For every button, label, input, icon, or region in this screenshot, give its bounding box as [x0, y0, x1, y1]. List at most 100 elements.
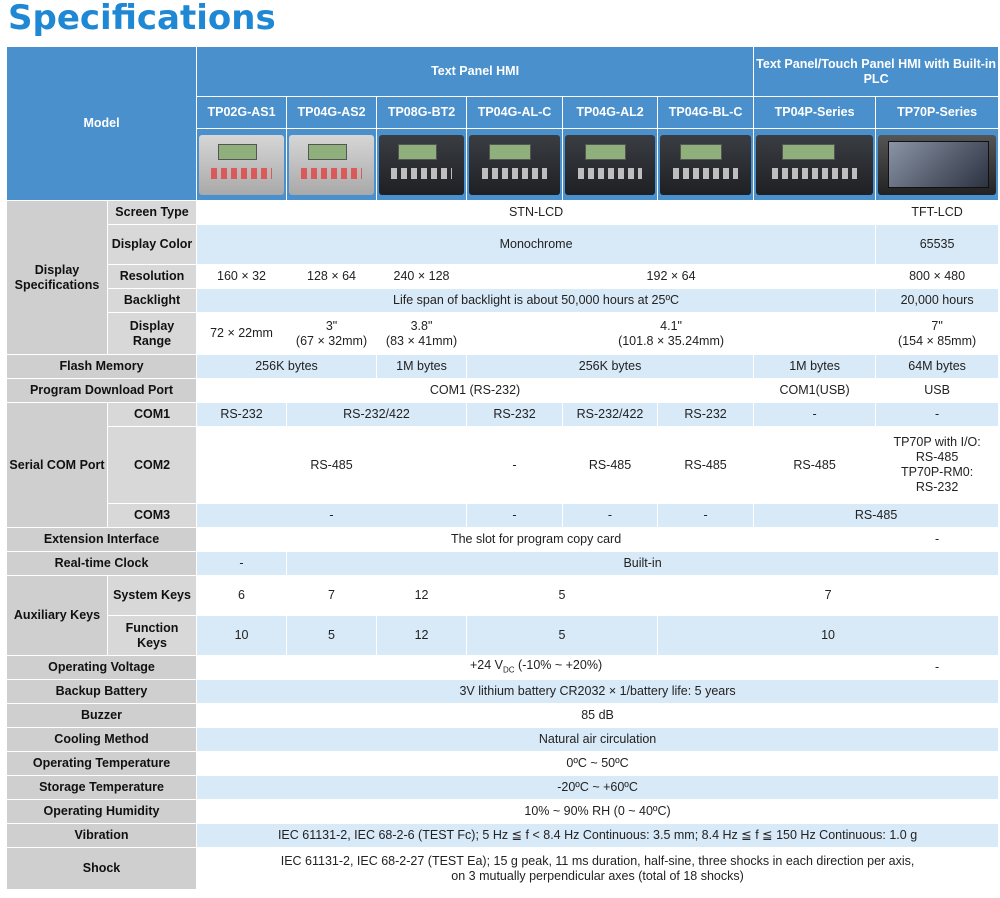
- spec-value: 10: [657, 615, 1000, 656]
- spec-value: Monochrome: [196, 224, 877, 265]
- spec-value: 20,000 hours: [875, 288, 1000, 313]
- spec-value: 240 × 128: [376, 264, 468, 289]
- row-label-vibration: Vibration: [5, 823, 198, 848]
- product-image: [199, 134, 285, 195]
- spec-value: RS-232: [196, 402, 288, 427]
- spec-value: RS-232/422: [286, 402, 468, 427]
- row-label-voltage: Operating Voltage: [5, 655, 198, 680]
- spec-value: Natural air circulation: [196, 727, 1000, 752]
- spec-value: RS-485: [196, 426, 468, 504]
- row-label-op-temp: Operating Temperature: [5, 751, 198, 776]
- spec-value: 192 × 64: [466, 264, 877, 289]
- product-image: [289, 134, 375, 195]
- spec-value: 128 × 64: [286, 264, 378, 289]
- spec-value: -: [875, 527, 1000, 552]
- spec-value: 3" (67 × 32mm): [286, 312, 378, 355]
- sub-label-function-keys: Function Keys: [106, 615, 198, 656]
- product-image: [379, 134, 465, 195]
- spec-value: 10: [196, 615, 288, 656]
- model-name: TP04G-AS2: [286, 96, 378, 129]
- spec-value: RS-485: [753, 503, 1000, 528]
- model-name: TP04G-AL2: [562, 96, 659, 129]
- row-label-extension: Extension Interface: [5, 527, 198, 552]
- page-title: Specifications: [8, 0, 276, 38]
- product-image: [565, 134, 656, 195]
- spec-value: 1M bytes: [376, 354, 468, 379]
- sub-label-screen-type: Screen Type: [106, 200, 198, 225]
- product-image: [660, 134, 752, 195]
- spec-value: 72 × 22mm: [196, 312, 288, 355]
- spec-value: Built-in: [286, 551, 1000, 576]
- row-label-display: Display Specifications: [6, 200, 108, 355]
- spec-value: Life span of backlight is about 50,000 h…: [196, 288, 877, 313]
- spec-value: -: [196, 503, 468, 528]
- spec-value: 3V lithium battery CR2032 × 1/battery li…: [196, 679, 1000, 704]
- row-label-flash: Flash Memory: [5, 354, 198, 379]
- spec-value: 3.8" (83 × 41mm): [376, 312, 468, 355]
- spec-value: 10% ~ 90% RH (0 ~ 40ºC): [196, 799, 1000, 824]
- spec-value: 64M bytes: [875, 354, 1000, 379]
- spec-value: 7: [286, 575, 378, 616]
- spec-value: RS-485: [562, 426, 659, 504]
- sub-label-system-keys: System Keys: [106, 575, 198, 616]
- group-header-text-panel: Text Panel HMI: [196, 46, 755, 97]
- sub-label-display-range: Display Range: [106, 312, 198, 355]
- spec-value: TFT-LCD: [875, 200, 1000, 225]
- spec-value: RS-232/422: [562, 402, 659, 427]
- spec-value: STN-LCD: [196, 200, 877, 225]
- spec-value: USB: [875, 378, 1000, 403]
- row-label-battery: Backup Battery: [5, 679, 198, 704]
- spec-value: -: [657, 503, 755, 528]
- row-label-storage-temp: Storage Temperature: [5, 775, 198, 800]
- spec-value: 6: [196, 575, 288, 616]
- row-label-rtc: Real-time Clock: [5, 551, 198, 576]
- spec-value: RS-485: [657, 426, 755, 504]
- spec-value: TP70P with I/O: RS-485 TP70P-RM0: RS-232: [875, 426, 1000, 504]
- spec-value: -20ºC ~ +60ºC: [196, 775, 1000, 800]
- spec-value: -: [466, 503, 564, 528]
- sub-label-display-color: Display Color: [106, 224, 198, 265]
- sub-label-com2: COM2: [106, 426, 198, 504]
- group-header-plc: Text Panel/Touch Panel HMI with Built-in…: [753, 46, 1000, 97]
- spec-value: 800 × 480: [875, 264, 1000, 289]
- spec-value: 5: [286, 615, 378, 656]
- spec-value: 65535: [875, 224, 1000, 265]
- spec-value: 5: [466, 575, 659, 616]
- spec-value: IEC 61131-2, IEC 68-2-27 (TEST Ea); 15 g…: [196, 847, 1000, 890]
- spec-value: IEC 61131-2, IEC 68-2-6 (TEST Fc); 5 Hz …: [196, 823, 1000, 848]
- spec-value: 12: [376, 575, 468, 616]
- model-name: TP04P-Series: [753, 96, 877, 129]
- product-image: [878, 134, 997, 195]
- row-label-shock: Shock: [5, 847, 198, 890]
- spec-value: 85 dB: [196, 703, 1000, 728]
- spec-value: 160 × 32: [196, 264, 288, 289]
- product-image: [469, 134, 561, 195]
- spec-value: 7" (154 × 85mm): [875, 312, 1000, 355]
- spec-value: -: [196, 551, 288, 576]
- model-name: TP04G-AL-C: [466, 96, 564, 129]
- spec-value: RS-485: [753, 426, 877, 504]
- product-image: [756, 134, 874, 195]
- model-name: TP04G-BL-C: [657, 96, 755, 129]
- specifications-table: Model Text Panel HMI Text Panel/Touch Pa…: [5, 46, 1000, 890]
- spec-value: COM1 (RS-232): [196, 378, 755, 403]
- spec-value: 0ºC ~ 50ºC: [196, 751, 1000, 776]
- spec-value: COM1(USB): [753, 378, 877, 403]
- spec-value: RS-232: [657, 402, 755, 427]
- row-label-aux-keys: Auxiliary Keys: [6, 575, 108, 656]
- spec-value: 1M bytes: [753, 354, 877, 379]
- spec-value: +24 VDC (-10% ~ +20%): [196, 655, 877, 680]
- sub-label-com1: COM1: [106, 402, 198, 427]
- spec-value: 5: [466, 615, 659, 656]
- spec-value: The slot for program copy card: [196, 527, 877, 552]
- spec-value: 12: [376, 615, 468, 656]
- spec-value: RS-232: [466, 402, 564, 427]
- model-name: TP08G-BT2: [376, 96, 468, 129]
- row-label-download-port: Program Download Port: [5, 378, 198, 403]
- spec-value: -: [875, 402, 1000, 427]
- model-header: Model: [5, 46, 198, 201]
- sub-label-backlight: Backlight: [106, 288, 198, 313]
- sub-label-com3: COM3: [106, 503, 198, 528]
- sub-label-resolution: Resolution: [106, 264, 198, 289]
- row-label-buzzer: Buzzer: [5, 703, 198, 728]
